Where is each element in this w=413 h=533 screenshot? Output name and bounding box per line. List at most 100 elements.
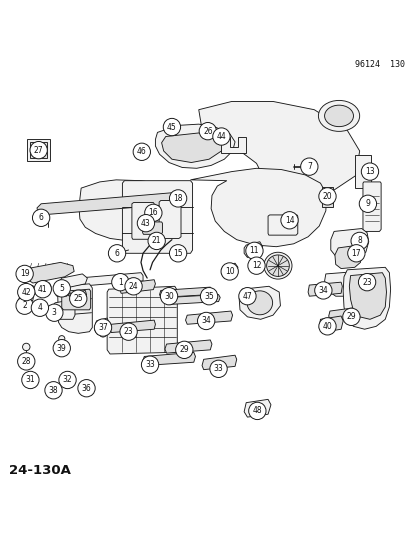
Polygon shape [342, 268, 390, 329]
Polygon shape [59, 274, 87, 288]
Polygon shape [239, 286, 280, 319]
Ellipse shape [49, 385, 57, 393]
Text: 35: 35 [204, 292, 214, 301]
Text: 26: 26 [202, 127, 212, 136]
Ellipse shape [64, 293, 67, 296]
Text: 25: 25 [73, 294, 83, 303]
Circle shape [22, 372, 39, 389]
Polygon shape [349, 273, 386, 319]
Text: 12: 12 [251, 261, 261, 270]
Circle shape [175, 341, 192, 359]
Polygon shape [202, 355, 236, 370]
Polygon shape [159, 287, 211, 297]
Circle shape [318, 188, 335, 205]
Circle shape [94, 319, 112, 336]
Circle shape [200, 287, 217, 305]
Text: 30: 30 [164, 292, 173, 301]
Polygon shape [161, 131, 226, 163]
Circle shape [163, 118, 180, 136]
Circle shape [300, 158, 317, 175]
Ellipse shape [57, 344, 66, 354]
Circle shape [342, 308, 359, 326]
Polygon shape [38, 283, 51, 296]
Circle shape [358, 273, 375, 291]
Polygon shape [328, 307, 361, 320]
Text: 20: 20 [322, 192, 332, 201]
Text: 13: 13 [364, 167, 374, 176]
Ellipse shape [21, 354, 31, 367]
Text: 3: 3 [52, 308, 57, 317]
Ellipse shape [266, 255, 289, 277]
Circle shape [248, 402, 266, 419]
Text: 4: 4 [37, 303, 42, 312]
Circle shape [141, 356, 158, 373]
Circle shape [147, 232, 165, 249]
Polygon shape [159, 200, 180, 238]
Ellipse shape [82, 384, 91, 393]
Text: 11: 11 [249, 246, 259, 255]
Text: 32: 32 [63, 375, 72, 384]
Circle shape [34, 280, 51, 298]
Circle shape [78, 379, 95, 397]
Circle shape [221, 263, 238, 280]
Ellipse shape [205, 131, 210, 136]
Text: 8: 8 [356, 237, 361, 245]
Polygon shape [25, 262, 74, 283]
Polygon shape [307, 282, 342, 296]
Ellipse shape [99, 329, 107, 337]
Text: 43: 43 [141, 219, 150, 228]
Text: 96124  130: 96124 130 [354, 60, 404, 69]
Text: 34: 34 [318, 286, 328, 295]
Circle shape [197, 312, 214, 329]
Polygon shape [221, 136, 246, 153]
Polygon shape [324, 271, 362, 296]
Circle shape [32, 209, 50, 227]
Text: 29: 29 [179, 345, 189, 354]
Polygon shape [155, 124, 235, 168]
Circle shape [199, 123, 216, 140]
Circle shape [358, 195, 376, 213]
Polygon shape [190, 168, 326, 247]
Text: 34: 34 [201, 317, 211, 326]
Circle shape [18, 284, 35, 301]
Ellipse shape [63, 377, 72, 386]
Polygon shape [268, 215, 297, 235]
Polygon shape [164, 340, 211, 353]
Polygon shape [57, 284, 92, 333]
Circle shape [45, 382, 62, 399]
Text: 39: 39 [57, 344, 66, 353]
Polygon shape [244, 242, 262, 257]
Polygon shape [119, 280, 155, 293]
Polygon shape [185, 311, 232, 324]
Polygon shape [21, 286, 34, 298]
Text: 15: 15 [173, 249, 183, 258]
Polygon shape [71, 290, 86, 304]
Text: 31: 31 [26, 375, 35, 384]
Circle shape [16, 265, 33, 282]
Ellipse shape [247, 291, 272, 315]
Circle shape [69, 290, 87, 308]
Polygon shape [221, 263, 237, 278]
Text: 44: 44 [216, 132, 226, 141]
Circle shape [53, 280, 70, 297]
Text: 37: 37 [98, 323, 108, 332]
Circle shape [145, 204, 161, 222]
Text: 7: 7 [306, 162, 311, 171]
Ellipse shape [318, 100, 359, 131]
Ellipse shape [324, 105, 353, 127]
Polygon shape [95, 318, 109, 335]
Circle shape [18, 353, 35, 370]
Polygon shape [198, 101, 359, 200]
Circle shape [16, 297, 33, 314]
Text: 33: 33 [213, 365, 223, 373]
Text: 23: 23 [123, 327, 133, 336]
Circle shape [133, 143, 150, 160]
Circle shape [350, 232, 368, 249]
Text: 16: 16 [148, 208, 158, 217]
Ellipse shape [263, 252, 291, 279]
Circle shape [280, 212, 297, 229]
Text: 42: 42 [21, 288, 31, 296]
Bar [30, 142, 47, 158]
Polygon shape [334, 245, 361, 269]
Text: 36: 36 [81, 384, 91, 393]
